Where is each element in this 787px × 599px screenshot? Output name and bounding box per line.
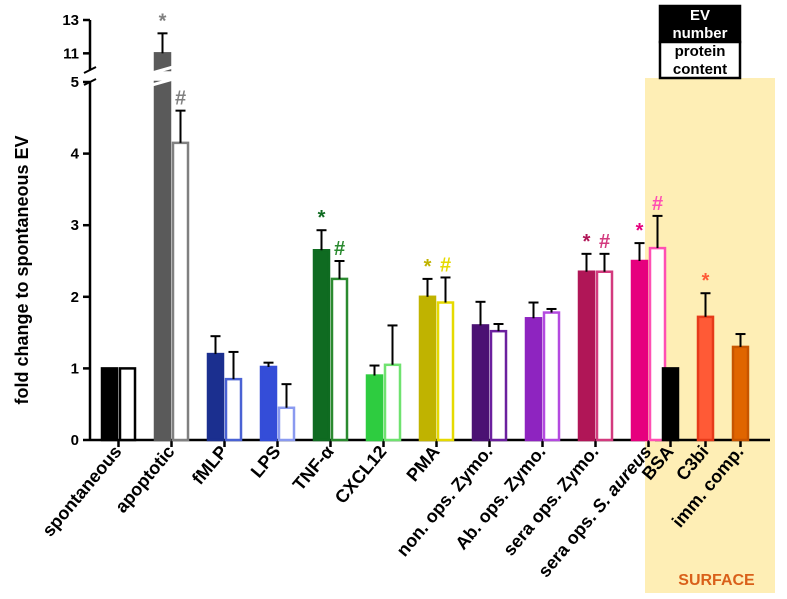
svg-text:LPS: LPS bbox=[247, 442, 285, 482]
svg-text:#: # bbox=[599, 231, 610, 253]
svg-text:11: 11 bbox=[63, 45, 79, 62]
svg-text:SURFACE: SURFACE bbox=[678, 572, 755, 589]
svg-text:0: 0 bbox=[71, 432, 79, 449]
svg-text:#: # bbox=[334, 238, 345, 260]
fold-change-bar-chart: 0 1 2 3 4 5 11 13 fold change to spontaneous EV s… bbox=[0, 0, 787, 599]
svg-text:number: number bbox=[672, 25, 727, 42]
svg-text:1: 1 bbox=[71, 360, 79, 377]
svg-text:content: content bbox=[673, 61, 727, 78]
svg-text:*: * bbox=[318, 207, 326, 229]
svg-text:*: * bbox=[583, 231, 591, 253]
svg-text:#: # bbox=[440, 254, 451, 276]
svg-text:non. ops. Zymo.: non. ops. Zymo. bbox=[393, 442, 497, 561]
svg-text:EV: EV bbox=[690, 7, 710, 24]
svg-text:TNF-α: TNF-α bbox=[289, 442, 338, 495]
svg-text:spontaneous: spontaneous bbox=[38, 442, 125, 541]
svg-text:*: * bbox=[159, 10, 167, 32]
svg-text:protein: protein bbox=[675, 43, 726, 60]
svg-text:2: 2 bbox=[71, 289, 79, 306]
svg-text:13: 13 bbox=[62, 12, 79, 29]
svg-text:*: * bbox=[424, 256, 432, 278]
svg-text:*: * bbox=[636, 220, 644, 242]
svg-text:4: 4 bbox=[71, 146, 80, 163]
svg-text:#: # bbox=[175, 88, 186, 110]
svg-text:CXCL12: CXCL12 bbox=[331, 442, 391, 508]
svg-text:*: * bbox=[702, 270, 710, 292]
svg-text:fMLP: fMLP bbox=[188, 442, 232, 489]
svg-text:#: # bbox=[652, 193, 663, 215]
svg-text:5: 5 bbox=[71, 74, 79, 91]
svg-text:sera ops. Zymo.: sera ops. Zymo. bbox=[499, 442, 602, 560]
svg-text:fold change to spontaneous EV: fold change to spontaneous EV bbox=[12, 135, 32, 404]
svg-text:PMA: PMA bbox=[403, 442, 444, 485]
svg-text:3: 3 bbox=[71, 217, 79, 234]
